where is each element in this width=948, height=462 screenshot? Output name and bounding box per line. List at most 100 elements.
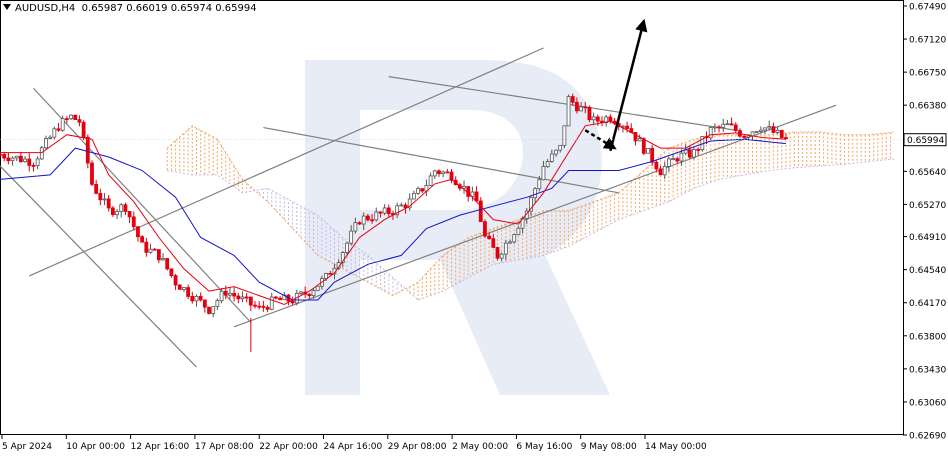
collapse-triangle-icon[interactable]	[3, 4, 11, 10]
candle-body	[654, 161, 659, 170]
candle-body	[533, 188, 538, 199]
channel-trendline	[29, 47, 544, 277]
candle-body	[261, 305, 266, 308]
candle-body	[696, 148, 701, 151]
candle-body	[98, 192, 103, 201]
candle-body	[106, 198, 111, 209]
candle-body	[717, 126, 721, 129]
channel-trendline	[233, 104, 837, 328]
candle-body	[52, 128, 57, 138]
candle-body	[558, 144, 563, 151]
candle-body	[299, 291, 303, 294]
x-tick-label: 12 Apr 16:00	[131, 442, 190, 452]
candle-body	[529, 197, 533, 212]
watermark-logo	[305, 60, 610, 395]
candle-body	[579, 106, 583, 112]
candle-body	[56, 128, 61, 131]
candle-body	[712, 126, 717, 129]
candle-body	[729, 123, 734, 126]
candle-body	[177, 284, 182, 290]
candle-body	[687, 149, 692, 158]
candle-body	[491, 238, 496, 248]
candle-body	[395, 205, 400, 216]
candle-body	[708, 127, 713, 139]
candle-body	[754, 131, 759, 133]
x-tick-label: 17 Apr 08:00	[195, 442, 254, 452]
candle-body	[399, 204, 404, 207]
candle-body	[165, 258, 170, 270]
candle-body	[0, 153, 2, 156]
candle-body	[361, 215, 366, 225]
candle-body	[416, 188, 420, 194]
candle-body	[575, 101, 579, 112]
candle-body	[633, 132, 638, 142]
candle-body	[144, 241, 149, 253]
candle-body	[374, 211, 379, 221]
candle-body	[94, 183, 99, 194]
candle-body	[545, 161, 550, 167]
candle-body	[583, 106, 588, 109]
candle-body	[152, 248, 157, 251]
candle-body	[758, 129, 763, 132]
y-tick-label: 0.65640	[909, 168, 946, 178]
candle-body	[244, 296, 249, 299]
candle-body	[307, 293, 312, 296]
chart-header: AUDUSD,H4 0.65987 0.66019 0.65974 0.6599…	[3, 3, 257, 14]
candle-body	[675, 158, 680, 162]
x-tick-label: 5 Apr 2024	[2, 442, 52, 452]
y-tick-label: 0.65270	[909, 201, 946, 211]
candle-body	[604, 116, 609, 123]
candle-body	[123, 204, 128, 212]
candle-body	[274, 296, 278, 299]
channel-trendline	[33, 87, 252, 323]
candle-body	[236, 295, 241, 300]
candle-body	[194, 295, 199, 302]
candle-body	[349, 230, 354, 244]
forecast-arrow-up	[609, 18, 648, 152]
candle-body	[554, 149, 558, 155]
candle-body	[767, 126, 772, 129]
candle-body	[19, 155, 23, 163]
candle-body	[278, 297, 282, 301]
candle-body	[64, 118, 69, 121]
candle-body	[248, 296, 253, 306]
candle-body	[31, 165, 36, 167]
candle-body	[102, 198, 107, 201]
candle-body	[771, 126, 776, 133]
candle-body	[211, 306, 216, 314]
candle-body	[315, 285, 320, 291]
candle-body	[587, 106, 592, 121]
candle-body	[784, 137, 788, 139]
current-price-label: 0.65994	[907, 136, 944, 146]
forecast-arrow-down	[584, 129, 617, 150]
candle-body	[541, 166, 546, 181]
candle-body	[311, 290, 316, 296]
candle-body	[365, 215, 370, 221]
candle-body	[411, 192, 416, 200]
x-tick-label: 22 Apr 00:00	[259, 442, 318, 452]
candle-body	[190, 296, 195, 302]
candle-body	[746, 135, 751, 138]
candle-body	[35, 158, 40, 166]
candle-body	[445, 171, 450, 174]
current-price-marker	[903, 133, 947, 147]
candle-body	[340, 252, 345, 264]
y-tick-label: 0.66750	[909, 69, 946, 79]
candle-body	[646, 147, 650, 154]
candle-body	[386, 207, 391, 214]
candle-body	[503, 242, 508, 255]
candle-body	[495, 247, 500, 259]
tenkan-line	[0, 120, 786, 306]
candle-body	[232, 292, 237, 297]
candle-body	[779, 129, 784, 138]
candle-body	[666, 158, 671, 167]
channel-trendline	[263, 126, 619, 194]
candle-body	[27, 158, 32, 166]
candle-body	[44, 138, 48, 149]
candle-body	[39, 147, 44, 160]
candle-body	[382, 207, 387, 214]
candle-body	[733, 124, 738, 131]
candle-body	[69, 114, 73, 120]
candle-body	[403, 204, 408, 209]
